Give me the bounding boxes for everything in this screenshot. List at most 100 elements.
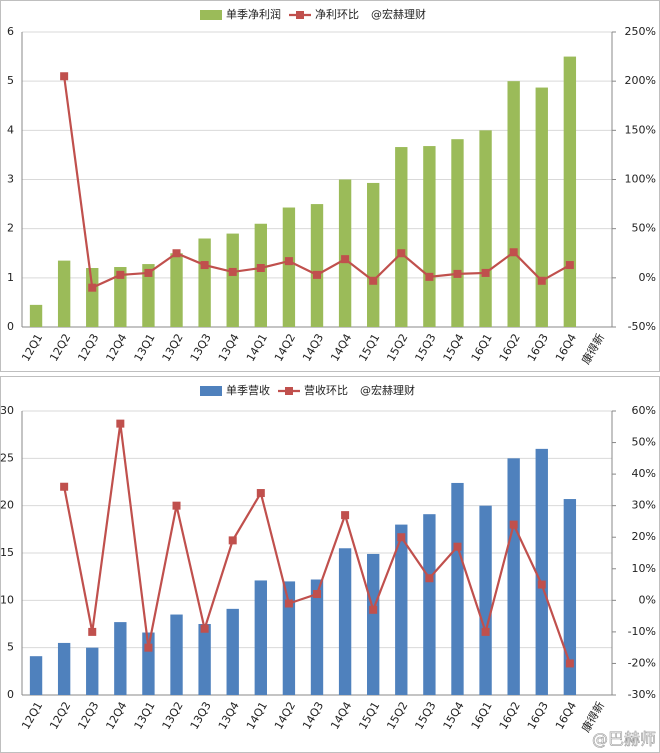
y-tick-label: 0 [7, 688, 14, 701]
legend-label: 单季营收 [226, 383, 270, 397]
marker [200, 261, 209, 270]
y2-tick-label: 0% [639, 271, 656, 284]
y2-tick-label: 0% [639, 593, 656, 606]
y-tick-label: 15 [0, 546, 14, 559]
marker [313, 270, 321, 279]
bar [310, 579, 324, 695]
marker [88, 283, 97, 292]
y2-tick-label: 10% [632, 562, 656, 575]
bar [226, 608, 239, 695]
marker [397, 533, 406, 542]
marker [256, 489, 265, 498]
bar [198, 238, 211, 327]
bar [479, 505, 492, 695]
y2-tick-label: -50% [628, 320, 656, 333]
bar [395, 524, 408, 695]
chart-frame [0, 0, 660, 372]
y-tick-label: 25 [0, 451, 14, 464]
y2-tick-label: 50% [632, 222, 656, 235]
bar [563, 499, 577, 695]
y-tick-label: 5 [7, 641, 14, 654]
bar [451, 139, 464, 327]
bar [86, 647, 99, 695]
marker [369, 276, 378, 285]
marker [284, 257, 293, 266]
marker [228, 536, 237, 545]
y2-tick-label: 60% [632, 404, 656, 417]
bar [563, 56, 577, 327]
bar [57, 642, 71, 695]
bar [29, 656, 43, 695]
marker [284, 599, 293, 608]
y2-tick-label: 20% [632, 530, 656, 543]
marker [341, 255, 350, 264]
legend-swatch [200, 10, 222, 20]
y2-tick-label: 250% [625, 25, 656, 38]
legend-label: 净利环比 [315, 7, 359, 21]
bar [282, 207, 296, 327]
bar [507, 458, 520, 695]
bar [170, 614, 183, 695]
legend-swatch [296, 11, 304, 19]
bar [57, 260, 71, 327]
y2-tick-label: 30% [632, 499, 656, 512]
y2-tick-label: 200% [625, 74, 656, 87]
marker [228, 267, 237, 276]
y-tick-label: 10 [0, 593, 14, 606]
marker [116, 419, 125, 428]
bar [114, 622, 127, 695]
y2-tick-label: -10% [628, 625, 656, 638]
marker [60, 72, 69, 81]
y2-tick-label: 100% [625, 173, 656, 186]
bar [395, 147, 408, 327]
y2-tick-label: 150% [625, 123, 656, 136]
marker [453, 542, 462, 551]
bar [114, 267, 127, 327]
marker [425, 574, 434, 583]
marker [565, 261, 574, 270]
y-tick-label: 4 [7, 123, 14, 136]
y2-tick-label: -20% [628, 656, 656, 669]
marker [369, 605, 378, 614]
marker [537, 580, 546, 589]
bar [367, 182, 380, 327]
marker [509, 520, 518, 529]
y-tick-label: 0 [7, 320, 14, 333]
marker [144, 643, 153, 652]
y2-tick-label: -30% [628, 688, 656, 701]
marker [481, 268, 490, 277]
y-tick-label: 1 [7, 271, 14, 284]
y-tick-label: 20 [0, 499, 14, 512]
marker [453, 269, 462, 278]
marker [88, 627, 97, 636]
marker [481, 627, 490, 636]
y-tick-label: 2 [7, 222, 14, 235]
y-tick-label: 6 [7, 25, 14, 38]
y2-tick-label: 50% [632, 436, 656, 449]
marker [537, 276, 546, 285]
marker [200, 624, 209, 633]
bar [479, 130, 492, 327]
marker [256, 264, 265, 272]
bar [310, 204, 324, 327]
marker [397, 249, 406, 258]
y2-tick-label: 40% [632, 467, 656, 480]
marker [341, 511, 350, 520]
bar [226, 233, 239, 327]
bar [86, 268, 99, 327]
bar [507, 81, 520, 328]
legend-note: @宏赫理财 [360, 383, 415, 397]
marker [509, 248, 518, 257]
marker [565, 659, 574, 668]
bar [254, 580, 267, 695]
legend-swatch [285, 387, 293, 395]
bar [338, 548, 352, 695]
legend-label: 营收环比 [304, 383, 348, 397]
marker [116, 270, 125, 279]
bar [338, 179, 352, 327]
bar [282, 581, 296, 695]
bar [29, 304, 43, 327]
bar [170, 253, 183, 327]
